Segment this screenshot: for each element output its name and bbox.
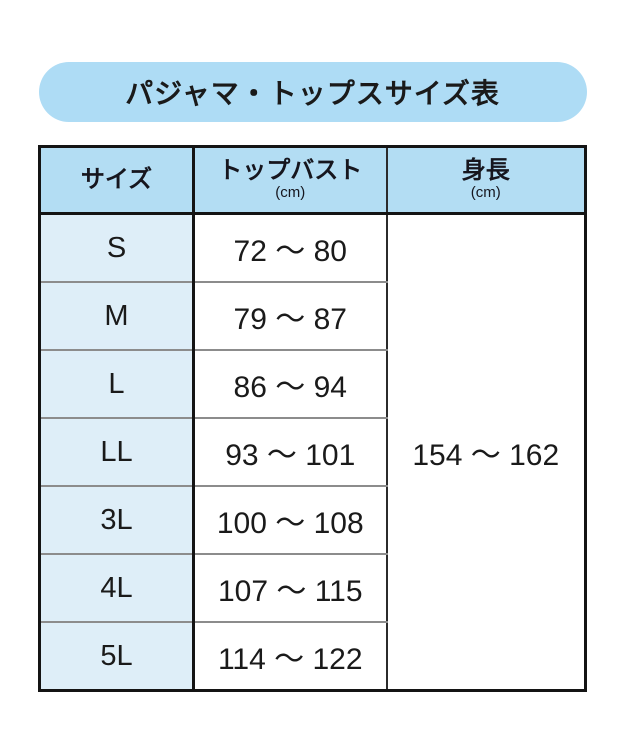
size-cell: M [39,282,195,351]
table-row: 5L 114 〜 122 [39,622,586,691]
title-pill: パジャマ・トップスサイズ表 [38,62,587,122]
header-label-bust: トップバスト [218,157,363,185]
bust-range-cell: 86 〜 94 [193,350,388,419]
table-row: 3L 100 〜 108 [39,486,586,555]
bust-range-cell: 100 〜 108 [193,486,388,555]
size-table: サイズ トップバスト (cm) 身長 (cm) S 72 〜 80 154 〜 … [38,145,587,692]
header-row: サイズ トップバスト (cm) 身長 (cm) [39,146,586,215]
table-row: LL 93 〜 101 [39,418,586,487]
page-title: パジャマ・トップスサイズ表 [125,78,500,109]
bust-range-cell: 93 〜 101 [193,418,388,487]
size-cell: 5L [39,622,195,691]
bust-range-cell: 72 〜 80 [193,213,388,283]
header-cell-bust: トップバスト (cm) [193,146,388,215]
size-cell: 3L [39,486,195,555]
table-row: 4L 107 〜 115 [39,554,586,623]
height-range-cell: 154 〜 162 [386,213,586,691]
header-cell-size: サイズ [39,146,195,215]
header-label-height: 身長 [461,157,510,185]
size-cell: LL [39,418,195,487]
header-unit-height: (cm) [470,184,501,202]
size-cell: 4L [39,554,195,623]
table-row: L 86 〜 94 [39,350,586,419]
header-cell-height: 身長 (cm) [386,146,586,215]
bust-range-cell: 79 〜 87 [193,282,388,351]
bust-range-cell: 114 〜 122 [193,622,388,691]
header-unit-bust: (cm) [275,184,306,202]
header-label-size: サイズ [80,165,153,193]
bust-range-cell: 107 〜 115 [193,554,388,623]
table-row: M 79 〜 87 [39,282,586,351]
table-row: S 72 〜 80 154 〜 162 [39,213,586,691]
size-cell: L [39,350,195,419]
size-cell: S [39,213,195,283]
